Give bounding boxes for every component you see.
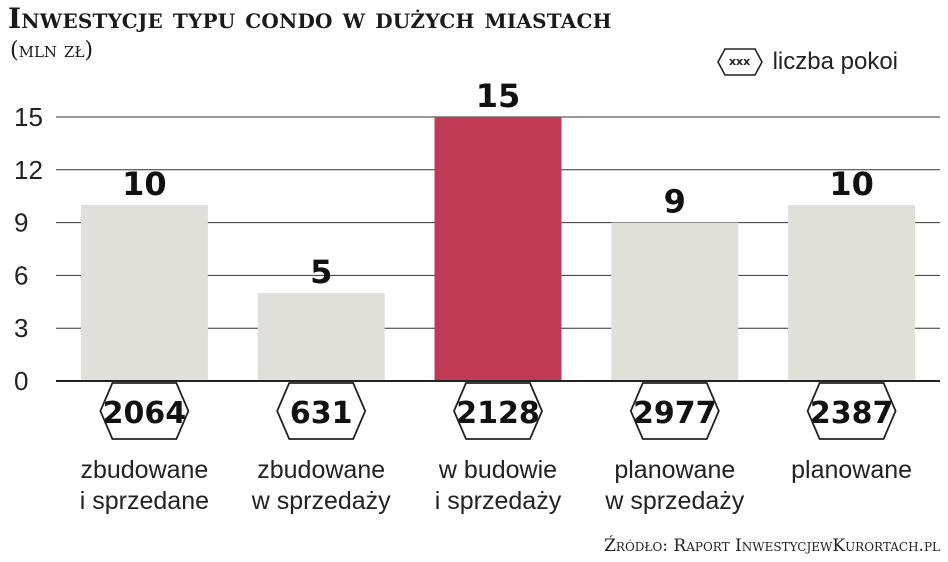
data-label: 9 <box>664 183 686 221</box>
data-label: 5 <box>310 253 332 291</box>
room-count-hexagon <box>806 382 897 440</box>
category-label: w sprzedaży <box>604 487 744 515</box>
bar <box>80 205 208 381</box>
room-count-hexagon <box>276 382 367 440</box>
category-label: planowane <box>791 456 912 484</box>
room-count-label: 2128 <box>456 396 540 431</box>
y-tick-label: 6 <box>14 260 28 290</box>
category-label: i sprzedaży <box>435 487 562 515</box>
room-count-hexagon <box>453 382 543 440</box>
room-count-label: 631 <box>290 396 353 431</box>
bar <box>434 117 562 381</box>
y-tick-label: 0 <box>14 366 28 396</box>
category-label: w budowie <box>438 456 557 484</box>
legend-hexagon-icon: xxx <box>716 48 763 76</box>
category-label: zbudowane <box>80 456 208 484</box>
data-label: 10 <box>829 165 874 203</box>
legend-label: liczba pokoi <box>772 48 898 75</box>
y-tick-label: 15 <box>14 102 43 132</box>
legend: xxx liczba pokoi <box>716 48 898 76</box>
bar <box>788 205 916 381</box>
data-label: 10 <box>122 165 167 203</box>
category-label: planowane <box>614 456 735 484</box>
category-label: w sprzedaży <box>251 487 391 515</box>
y-tick-label: 9 <box>14 208 28 238</box>
room-count-hexagon <box>629 382 720 440</box>
data-label: 15 <box>476 77 521 115</box>
y-tick-label: 3 <box>14 313 28 343</box>
legend-symbol: xxx <box>728 55 751 68</box>
category-label: i sprzedane <box>80 487 209 515</box>
room-count-label: 2977 <box>633 396 717 431</box>
source-note: Źródło: Raport InwestycjewKurortach.pl <box>604 536 940 556</box>
y-tick-label: 12 <box>14 155 43 185</box>
bar <box>611 222 739 381</box>
bar <box>257 293 385 381</box>
room-count-hexagon <box>99 382 190 440</box>
chart-subtitle: (mln zł) <box>10 38 94 63</box>
chart-title: Inwestycje typu condo w dużych miastach <box>8 2 612 35</box>
room-count-label: 2064 <box>103 396 187 431</box>
room-count-label: 2387 <box>810 396 894 431</box>
category-label: zbudowane <box>257 456 385 484</box>
bar-chart: 0 3 6 9 12 15 10 2064 zbudowane i sprzedane 5 631 zb… <box>14 77 940 515</box>
